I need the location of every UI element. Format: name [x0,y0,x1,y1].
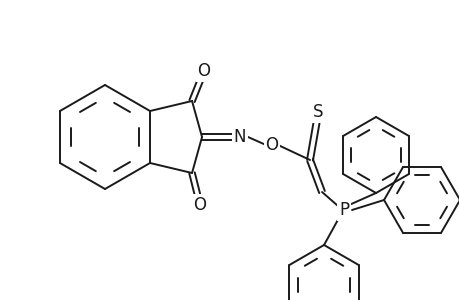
Text: O: O [265,136,278,154]
Text: S: S [312,103,323,121]
Text: O: O [193,196,206,214]
Text: P: P [338,201,348,219]
Text: O: O [197,62,210,80]
Text: N: N [233,128,246,146]
